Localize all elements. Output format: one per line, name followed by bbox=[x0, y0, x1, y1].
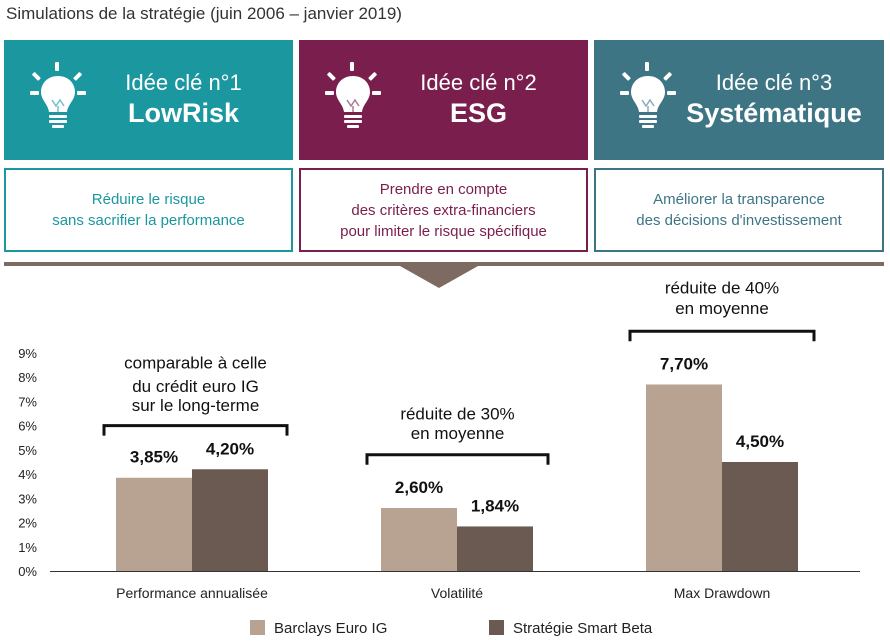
y-tick-label: 1% bbox=[18, 540, 37, 555]
y-tick-label: 4% bbox=[18, 467, 37, 482]
data-label: 7,70% bbox=[660, 354, 708, 373]
y-tick-label: 9% bbox=[18, 346, 37, 361]
bar bbox=[192, 469, 268, 571]
description-line: des décisions d'investissement bbox=[636, 212, 842, 229]
lightbulb-icon bbox=[325, 62, 381, 128]
x-tick-label: Volatilité bbox=[431, 585, 483, 601]
bar bbox=[722, 462, 798, 571]
data-label: 4,20% bbox=[206, 439, 254, 458]
bar bbox=[457, 526, 533, 571]
legend-swatch bbox=[489, 620, 504, 635]
bar bbox=[381, 508, 457, 571]
bar bbox=[116, 477, 192, 571]
description-line: des critères extra-financiers bbox=[351, 201, 536, 219]
legend-label: Stratégie Smart Beta bbox=[513, 620, 653, 637]
legend-swatch bbox=[250, 620, 265, 635]
annotation-text: en moyenne bbox=[411, 424, 505, 443]
annotation-bracket bbox=[365, 453, 550, 465]
description-line: Améliorer la transparence bbox=[653, 191, 825, 208]
annotation-text: réduite de 30% bbox=[400, 405, 514, 424]
y-tick-label: 5% bbox=[18, 443, 37, 458]
idea-kicker: Idée clé n°3 bbox=[715, 70, 833, 95]
annotation-text: sur le long-terme bbox=[132, 396, 260, 415]
idea-kicker: Idée clé n°1 bbox=[125, 70, 242, 95]
data-label: 2,60% bbox=[395, 478, 443, 497]
y-tick-label: 8% bbox=[18, 370, 37, 385]
idea-card-3: Idée clé n°3 Systématique bbox=[594, 40, 884, 160]
idea-kicker: Idée clé n°2 bbox=[420, 70, 537, 95]
annotation-bracket bbox=[102, 424, 289, 436]
idea-card-2: Idée clé n°2 ESG bbox=[299, 40, 588, 160]
lightbulb-icon bbox=[620, 62, 676, 128]
annotation-bracket bbox=[628, 329, 816, 342]
y-tick-label: 2% bbox=[18, 516, 37, 531]
idea-description-3: Améliorer la transparence des décisions … bbox=[594, 168, 884, 252]
y-tick-label: 7% bbox=[18, 394, 37, 409]
data-label: 1,84% bbox=[471, 496, 519, 515]
idea-name: ESG bbox=[449, 98, 508, 128]
annotation-text: en moyenne bbox=[675, 299, 769, 318]
idea-name: LowRisk bbox=[127, 98, 240, 128]
idea-description-1: Réduire le risque sans sacrifier la perf… bbox=[4, 168, 293, 252]
data-label: 3,85% bbox=[130, 448, 178, 467]
idea-card-1: Idée clé n°1 LowRisk bbox=[4, 40, 293, 160]
idea-description-2: Prendre en compte des critères extra-fin… bbox=[299, 168, 588, 252]
annotation-text: du crédit euro IG bbox=[132, 377, 259, 396]
x-tick-label: Max Drawdown bbox=[674, 585, 770, 601]
description-line: sans sacrifier la performance bbox=[52, 212, 245, 229]
x-tick-label: Performance annualisée bbox=[116, 585, 268, 601]
legend-label: Barclays Euro IG bbox=[274, 620, 387, 637]
lightbulb-icon bbox=[30, 62, 86, 128]
annotation-text: réduite de 40% bbox=[665, 279, 779, 298]
y-tick-label: 6% bbox=[18, 419, 37, 434]
description-line: Prendre en compte bbox=[379, 180, 508, 198]
idea-name: Systématique bbox=[686, 98, 862, 128]
bar bbox=[646, 384, 722, 571]
page-title: Simulations de la stratégie (juin 2006 –… bbox=[6, 4, 402, 23]
description-line: Réduire le risque bbox=[91, 191, 206, 208]
y-tick-label: 0% bbox=[18, 564, 37, 579]
description-line: pour limiter le risque spécifique bbox=[340, 222, 547, 240]
y-tick-label: 3% bbox=[18, 491, 37, 506]
data-label: 4,50% bbox=[736, 432, 784, 451]
annotation-text: comparable à celle bbox=[124, 354, 267, 373]
